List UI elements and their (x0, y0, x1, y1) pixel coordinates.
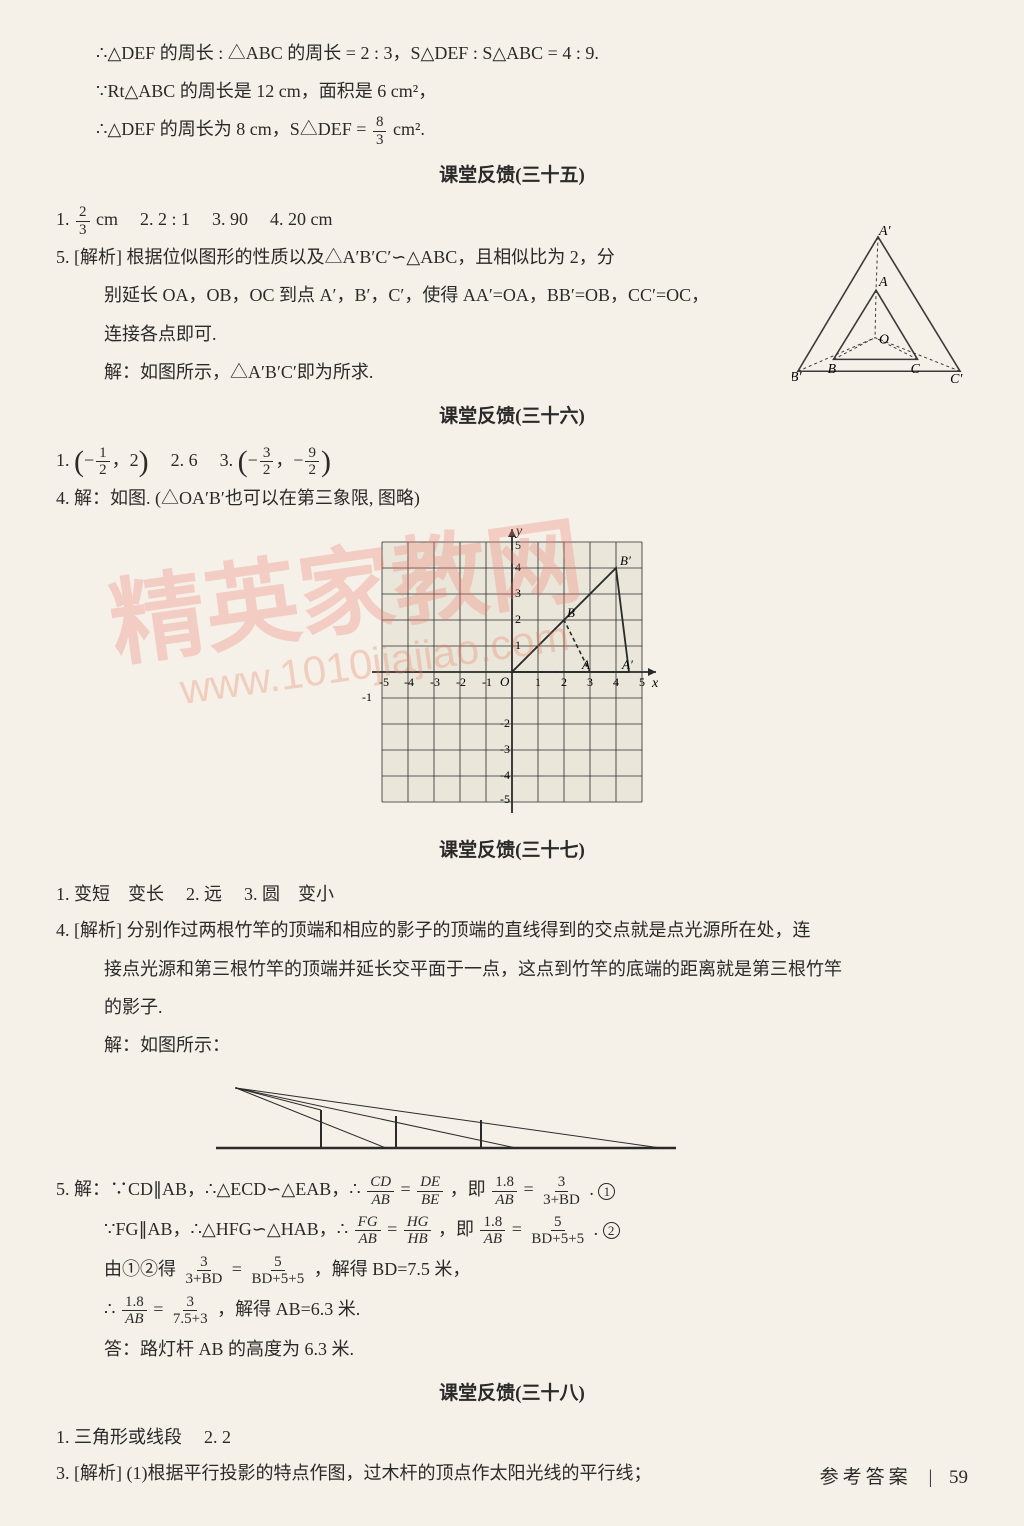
svg-text:1: 1 (535, 675, 541, 689)
q3: 3. 90 (212, 202, 248, 238)
q1-paren: 1. (−12，2) (56, 443, 149, 479)
svg-text:x: x (651, 676, 659, 691)
label-Bp: B′ (792, 369, 802, 384)
svg-text:5: 5 (515, 538, 521, 552)
svg-text:4: 4 (613, 675, 619, 689)
s37-q5-l3: 由①②得 33+BD = 5BD+5+5 ，解得 BD=7.5 米， (56, 1252, 968, 1288)
grid-diagram: y x O -5-4-3-2-1 12345 12345 -1-2-3-4-5 … (362, 521, 662, 823)
projection-diagram (206, 1070, 686, 1162)
svg-text:1: 1 (515, 638, 521, 652)
label-B: B (828, 361, 837, 376)
q2: 2. 2 : 1 (140, 202, 190, 238)
svg-text:3: 3 (515, 586, 521, 600)
svg-text:B′: B′ (620, 553, 631, 568)
header-line-3: ∴△DEF 的周长为 8 cm，S△DEF = 8 3 cm². (56, 112, 968, 148)
s37-q4-l3: 的影子. (56, 990, 968, 1024)
svg-text:2: 2 (561, 675, 567, 689)
section-37-title: 课堂反馈(三十七) (56, 833, 968, 869)
text: ∵Rt△ABC 的周长是 12 cm，面积是 6 cm²， (96, 81, 436, 101)
svg-text:4: 4 (515, 560, 521, 574)
svg-text:-4: -4 (500, 768, 510, 782)
q3: 3. 圆 变小 (244, 877, 334, 911)
s36-row1: 1. (−12，2) 2. 6 3. (−32，−92) (56, 443, 968, 479)
s37-q5-l1: 5. 解：∵CD∥AB，∴△ECD∽△EAB，∴ CDAB = DEBE ，即 … (56, 1172, 968, 1208)
q2: 2. 6 (171, 443, 198, 479)
q4: 4. 20 cm (270, 202, 333, 238)
svg-text:-1: -1 (482, 675, 492, 689)
fraction: 8 3 (373, 114, 387, 148)
s37-row1: 1. 变短 变长 2. 远 3. 圆 变小 (56, 877, 968, 911)
svg-text:2: 2 (515, 612, 521, 626)
svg-text:B: B (567, 605, 575, 620)
q3-paren: 3. (−32，−92) (220, 443, 331, 479)
page-content: ∴△DEF 的周长 : △ABC 的周长 = 2 : 3，S△DEF : S△A… (56, 36, 968, 1490)
q1: 1. 2 3 cm (56, 202, 118, 238)
triangle-diagram: A′ A B′ B C C′ O (792, 226, 966, 386)
svg-text:-5: -5 (379, 675, 389, 689)
svg-text:3: 3 (587, 675, 593, 689)
svg-text:5: 5 (639, 675, 645, 689)
footer-page: 59 (949, 1467, 968, 1488)
section-38-title: 课堂反馈(三十八) (56, 1376, 968, 1412)
text: cm². (393, 119, 425, 139)
footer-divider: | (928, 1467, 932, 1488)
q2: 2. 2 (204, 1420, 231, 1454)
s37-q5-l2: ∵FG∥AB，∴△HFG∽△HAB，∴ FGAB = HGHB ，即 1.8AB… (56, 1212, 968, 1248)
svg-text:-4: -4 (404, 675, 414, 689)
q1: 1. 变短 变长 (56, 877, 164, 911)
text: ∴△DEF 的周长 : △ABC 的周长 = 2 : 3，S△DEF : S△A… (96, 43, 599, 63)
svg-text:-3: -3 (500, 742, 510, 756)
fraction: 2 3 (76, 204, 90, 238)
svg-text:-2: -2 (500, 716, 510, 730)
svg-text:A′: A′ (621, 657, 633, 672)
svg-text:y: y (514, 524, 523, 539)
s36-q4: 4. 解：如图. (△OA′B′也可以在第三象限, 图略) (56, 481, 968, 515)
section-36-title: 课堂反馈(三十六) (56, 399, 968, 435)
s37-q4-l1: 4. [解析] 分别作过两根竹竿的顶端和相应的影子的顶端的直线得到的交点就是点光… (56, 913, 968, 947)
svg-text:-2: -2 (456, 675, 466, 689)
svg-text:A: A (581, 657, 590, 672)
svg-text:-1: -1 (362, 690, 372, 704)
label-O: O (879, 332, 889, 347)
s37-q5-l5: 答：路灯杆 AB 的高度为 6.3 米. (56, 1332, 968, 1366)
header-line-1: ∴△DEF 的周长 : △ABC 的周长 = 2 : 3，S△DEF : S△A… (56, 36, 968, 70)
svg-text:O: O (500, 674, 510, 689)
text: ∴△DEF 的周长为 8 cm，S△DEF = (96, 119, 371, 139)
section-35-title: 课堂反馈(三十五) (56, 158, 968, 194)
q2: 2. 远 (186, 877, 222, 911)
label-Ap: A′ (878, 226, 891, 238)
svg-text:-5: -5 (500, 792, 510, 806)
s37-q5-l4: ∴ 1.8AB = 37.5+3 ，解得 AB=6.3 米. (56, 1292, 968, 1328)
header-line-2: ∵Rt△ABC 的周长是 12 cm，面积是 6 cm²， (56, 74, 968, 108)
label-C: C (911, 361, 921, 376)
s38-row1: 1. 三角形或线段 2. 2 (56, 1420, 968, 1454)
s37-q4-l4: 解：如图所示： (56, 1028, 968, 1062)
q1: 1. 三角形或线段 (56, 1420, 182, 1454)
footer-label: 参考答案 (820, 1467, 912, 1488)
label-Cp: C′ (950, 371, 963, 386)
s37-q4-l2: 接点光源和第三根竹竿的顶端并延长交平面于一点，这点到竹竿的底端的距离就是第三根竹… (56, 952, 968, 986)
svg-text:-3: -3 (430, 675, 440, 689)
label-A: A (878, 274, 888, 289)
page-footer: 参考答案 | 59 (820, 1460, 968, 1496)
